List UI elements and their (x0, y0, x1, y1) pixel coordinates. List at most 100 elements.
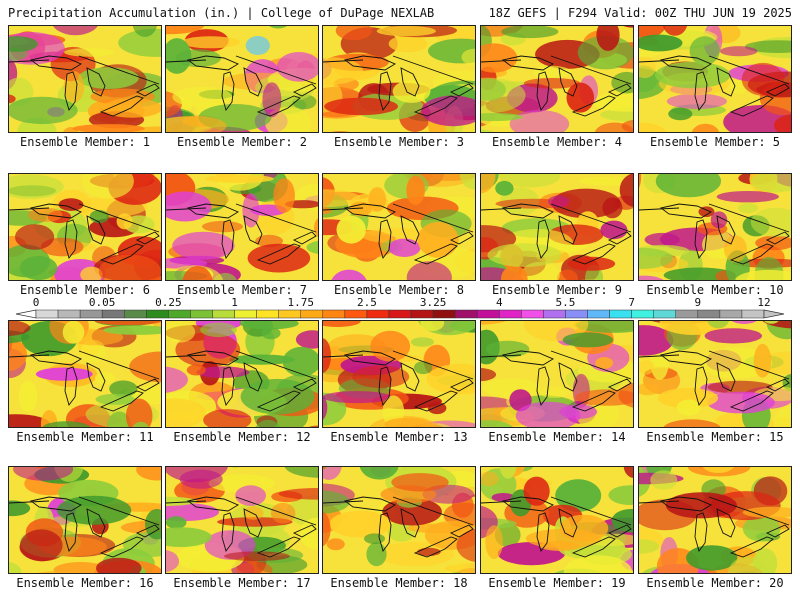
precip-blob (384, 417, 431, 427)
great-lakes-outline (378, 219, 392, 259)
great-lakes-outline (558, 508, 578, 538)
precip-blob (487, 243, 562, 267)
precip-blob (273, 178, 295, 213)
precip-blob (501, 265, 528, 280)
precip-blob (323, 57, 364, 85)
member-caption: Ensemble Member: 14 (488, 430, 626, 444)
precip-blob (563, 555, 633, 573)
great-lakes-outline (501, 203, 554, 219)
precip-blob (742, 506, 791, 518)
precip-blob (485, 525, 503, 559)
colorbar-swatch (476, 309, 500, 319)
colorbar-swatch (234, 309, 257, 319)
colorbar-swatch (57, 309, 81, 319)
member-caption: Ensemble Member: 16 (16, 576, 154, 590)
precip-blob (773, 405, 791, 427)
precip-blob (445, 563, 475, 573)
precip-blob (715, 413, 748, 427)
precip-blob (557, 269, 578, 280)
great-lakes-outline (501, 496, 554, 512)
precip-blob (608, 485, 633, 505)
precip-blob (639, 275, 664, 280)
member-caption: Ensemble Member: 9 (491, 283, 623, 297)
precip-blob (172, 86, 233, 108)
colorbar-swatch (675, 309, 699, 319)
precip-blob (308, 425, 318, 427)
precip-blob (175, 332, 241, 368)
precip-blob (336, 215, 366, 244)
great-lakes-outline (343, 350, 396, 366)
precip-blob (602, 197, 623, 219)
model-run-info: 18Z GEFS | F294 Valid: 00Z THU JUN 19 20… (488, 6, 792, 20)
member-map-panel (322, 173, 476, 281)
precip-blob (323, 467, 342, 480)
precip-blob (577, 35, 633, 70)
great-lakes-outline (694, 512, 708, 552)
great-lakes-outline (221, 366, 235, 406)
precip-blob (662, 26, 688, 36)
precip-blob (639, 34, 683, 52)
precip-blob (461, 48, 475, 66)
precip-blob (499, 467, 517, 479)
precip-blob (576, 321, 633, 333)
great-lakes-outline (64, 512, 78, 552)
precip-blob (314, 218, 318, 237)
great-lakes-outline (659, 203, 712, 219)
great-lakes-outline (481, 350, 632, 380)
great-lakes-outline (449, 524, 474, 538)
precip-blob (523, 476, 550, 506)
precip-blob (255, 419, 281, 427)
great-lakes-outline (135, 378, 160, 392)
precip-blob (368, 187, 387, 212)
precip-blob (639, 174, 642, 188)
member-map-panel (322, 25, 476, 133)
precip-blob (181, 36, 240, 49)
colorbar-tick-label: 2.5 (356, 296, 377, 309)
member-map-panel (165, 466, 319, 574)
precip-blob (481, 43, 518, 73)
great-lakes-outline (765, 524, 790, 538)
precip-blob (235, 485, 266, 506)
great-lakes-outline (243, 362, 263, 392)
precip-blob (773, 114, 791, 132)
colorbar-swatch (79, 309, 103, 319)
member-map-panel (480, 320, 634, 428)
precip-blob (359, 467, 399, 480)
precip-blob (382, 497, 442, 526)
great-lakes-outline (729, 243, 774, 265)
member-map-panel (165, 320, 319, 428)
colorbar-tick-label: 4 (495, 296, 503, 309)
precip-blob (579, 279, 608, 280)
precip-blob (364, 533, 385, 544)
member-caption: Ensemble Member: 18 (330, 576, 468, 590)
member-map-panel (322, 466, 476, 574)
precip-blob (366, 542, 387, 567)
great-lakes-outline (323, 350, 474, 380)
member-caption: Ensemble Member: 11 (16, 430, 154, 444)
precip-blob (9, 414, 50, 427)
great-lakes-outline (558, 215, 578, 245)
member-map-panel (322, 320, 476, 428)
member-caption: Ensemble Member: 6 (19, 283, 151, 297)
great-lakes-outline (323, 203, 474, 233)
precip-blob (323, 391, 392, 404)
great-lakes-outline (449, 231, 474, 245)
great-lakes-outline (413, 243, 458, 265)
great-lakes-outline (135, 524, 160, 538)
colorbar-swatch (609, 309, 632, 319)
colorbar-swatch (565, 309, 588, 319)
great-lakes-outline (716, 508, 736, 538)
great-lakes-outline (659, 496, 712, 512)
precip-blob (515, 401, 581, 427)
great-lakes-outline (716, 67, 736, 97)
great-lakes-outline (99, 95, 144, 117)
member-caption: Ensemble Member: 1 (19, 135, 151, 149)
precip-blob (323, 206, 332, 215)
precip-blob (53, 26, 98, 36)
precip-blob (414, 361, 433, 375)
colorbar-swatch (499, 309, 522, 319)
great-lakes-outline (558, 362, 578, 392)
precip-blob (665, 492, 737, 519)
great-lakes-outline (378, 71, 392, 111)
precip-blob (596, 26, 620, 51)
